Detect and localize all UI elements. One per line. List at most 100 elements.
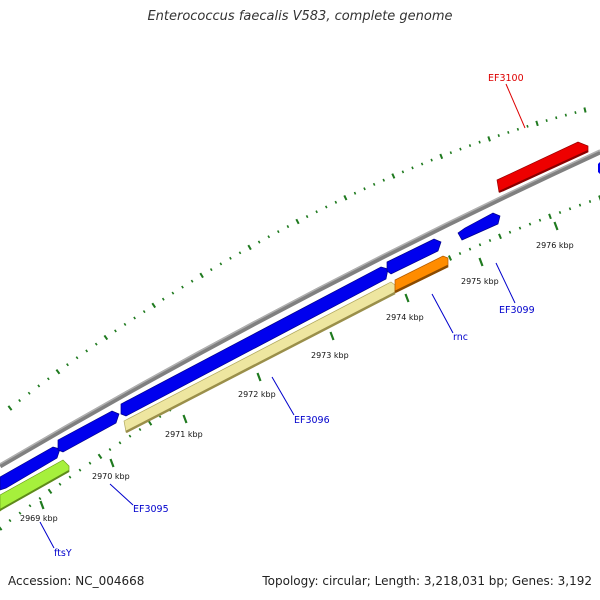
track-tick <box>229 256 232 260</box>
track-tick <box>199 272 204 279</box>
track-tick <box>588 200 592 204</box>
track-tick <box>548 213 552 220</box>
track-tick <box>507 130 510 134</box>
track-tick <box>103 334 109 341</box>
track-tick <box>276 230 280 234</box>
gene-feature-EF3096-fwd[interactable] <box>120 266 389 417</box>
gene-feature-EF3099[interactable] <box>457 212 501 241</box>
track-tick <box>458 251 462 256</box>
gene-feature-EF3097[interactable] <box>386 238 442 275</box>
track-tick <box>555 116 558 120</box>
track-tick <box>497 134 500 138</box>
track-tick <box>401 170 405 174</box>
outer-tick-track <box>7 107 587 411</box>
gene-label-leader-line <box>39 521 55 549</box>
track-tick <box>538 218 542 222</box>
track-tick <box>28 504 32 508</box>
track-tick <box>578 203 582 207</box>
track-tick <box>545 119 548 123</box>
inner-tick-track <box>0 195 600 531</box>
gene-label-leader-line <box>431 293 454 334</box>
track-tick <box>8 519 12 523</box>
coordinate-tick-mark <box>478 257 484 267</box>
track-tick <box>343 194 348 201</box>
gene-feature-rnc-shadow <box>394 264 449 294</box>
gene-labels: ftsY EF3095 EF3096 rnc EF3099 EF3100 <box>39 73 535 559</box>
track-tick <box>526 124 529 128</box>
gene-feature-EF3100[interactable] <box>496 141 589 193</box>
gene-label-leader-line <box>271 376 295 416</box>
track-tick <box>66 363 69 367</box>
gene-label-leader-line <box>505 83 526 129</box>
track-tick <box>447 255 453 261</box>
track-tick <box>78 468 82 472</box>
track-tick <box>142 310 146 314</box>
track-tick <box>468 144 472 148</box>
track-tick <box>219 262 223 266</box>
coordinate-tick-label: 2970 kbp <box>92 472 130 481</box>
coordinate-tick-label: 2973 kbp <box>311 351 349 360</box>
track-tick <box>468 247 472 251</box>
gene-label-leader-line <box>109 483 134 506</box>
track-tick <box>516 127 520 131</box>
track-tick <box>267 235 271 239</box>
coordinate-tick-mark <box>553 221 559 231</box>
coordinate-tick-label: 2976 kbp <box>536 241 574 250</box>
gene-label-EF3095[interactable]: EF3095 <box>133 504 169 515</box>
track-tick <box>558 210 562 215</box>
track-tick <box>38 497 42 501</box>
track-tick <box>94 342 98 346</box>
track-tick <box>583 107 587 113</box>
genome-summary: Topology: circular; Length: 3,218,031 bp… <box>262 574 592 588</box>
gene-label-EF3100[interactable]: EF3100 <box>488 73 524 84</box>
gene-label-EF3099[interactable]: EF3099 <box>499 305 535 316</box>
track-tick <box>85 349 89 353</box>
gene-label-EF3096[interactable]: EF3096 <box>294 415 330 426</box>
track-tick <box>7 405 13 411</box>
gene-label-ftsY[interactable]: ftsY <box>54 548 72 559</box>
track-tick <box>97 453 103 460</box>
track-tick <box>18 399 22 403</box>
track-tick <box>518 226 522 230</box>
track-tick <box>411 166 414 170</box>
track-tick <box>209 268 213 272</box>
track-tick <box>488 238 492 243</box>
track-tick <box>151 302 157 309</box>
track-tick <box>353 191 357 195</box>
track-tick <box>574 111 577 115</box>
track-tick <box>498 233 502 240</box>
track-tick <box>238 251 242 255</box>
gene-feature-EF3095[interactable] <box>57 410 120 453</box>
coordinate-tick-mark <box>329 331 335 341</box>
track-tick <box>535 120 539 127</box>
gene-feature-green-shadow <box>0 470 70 511</box>
track-tick <box>528 222 532 226</box>
gene-label-rnc[interactable]: rnc <box>453 332 468 343</box>
track-tick <box>363 187 366 191</box>
track-tick <box>478 140 481 144</box>
track-tick <box>88 461 92 465</box>
gene-feature-tan-shadow <box>125 291 396 434</box>
coordinate-tick-label: 2972 kbp <box>238 390 276 399</box>
track-tick <box>247 244 252 251</box>
track-tick <box>133 316 136 320</box>
track-tick <box>391 173 396 179</box>
track-tick <box>171 291 175 295</box>
track-tick <box>123 322 127 326</box>
track-tick <box>108 448 112 452</box>
coordinate-tick-mark <box>256 372 262 382</box>
track-tick <box>295 218 300 225</box>
gene-feature-tan[interactable] <box>123 281 396 433</box>
coordinate-tick-mark <box>109 458 115 468</box>
gene-feature-ftsY[interactable] <box>0 446 61 491</box>
track-tick <box>305 215 309 219</box>
track-tick <box>598 195 600 201</box>
genome-backbone <box>0 149 600 469</box>
track-tick <box>68 475 72 479</box>
track-tick <box>138 427 142 432</box>
track-tick <box>420 162 424 166</box>
forward-genes <box>0 162 600 491</box>
coordinate-tick-mark <box>39 500 45 510</box>
coordinate-tick-label: 2975 kbp <box>461 277 499 286</box>
